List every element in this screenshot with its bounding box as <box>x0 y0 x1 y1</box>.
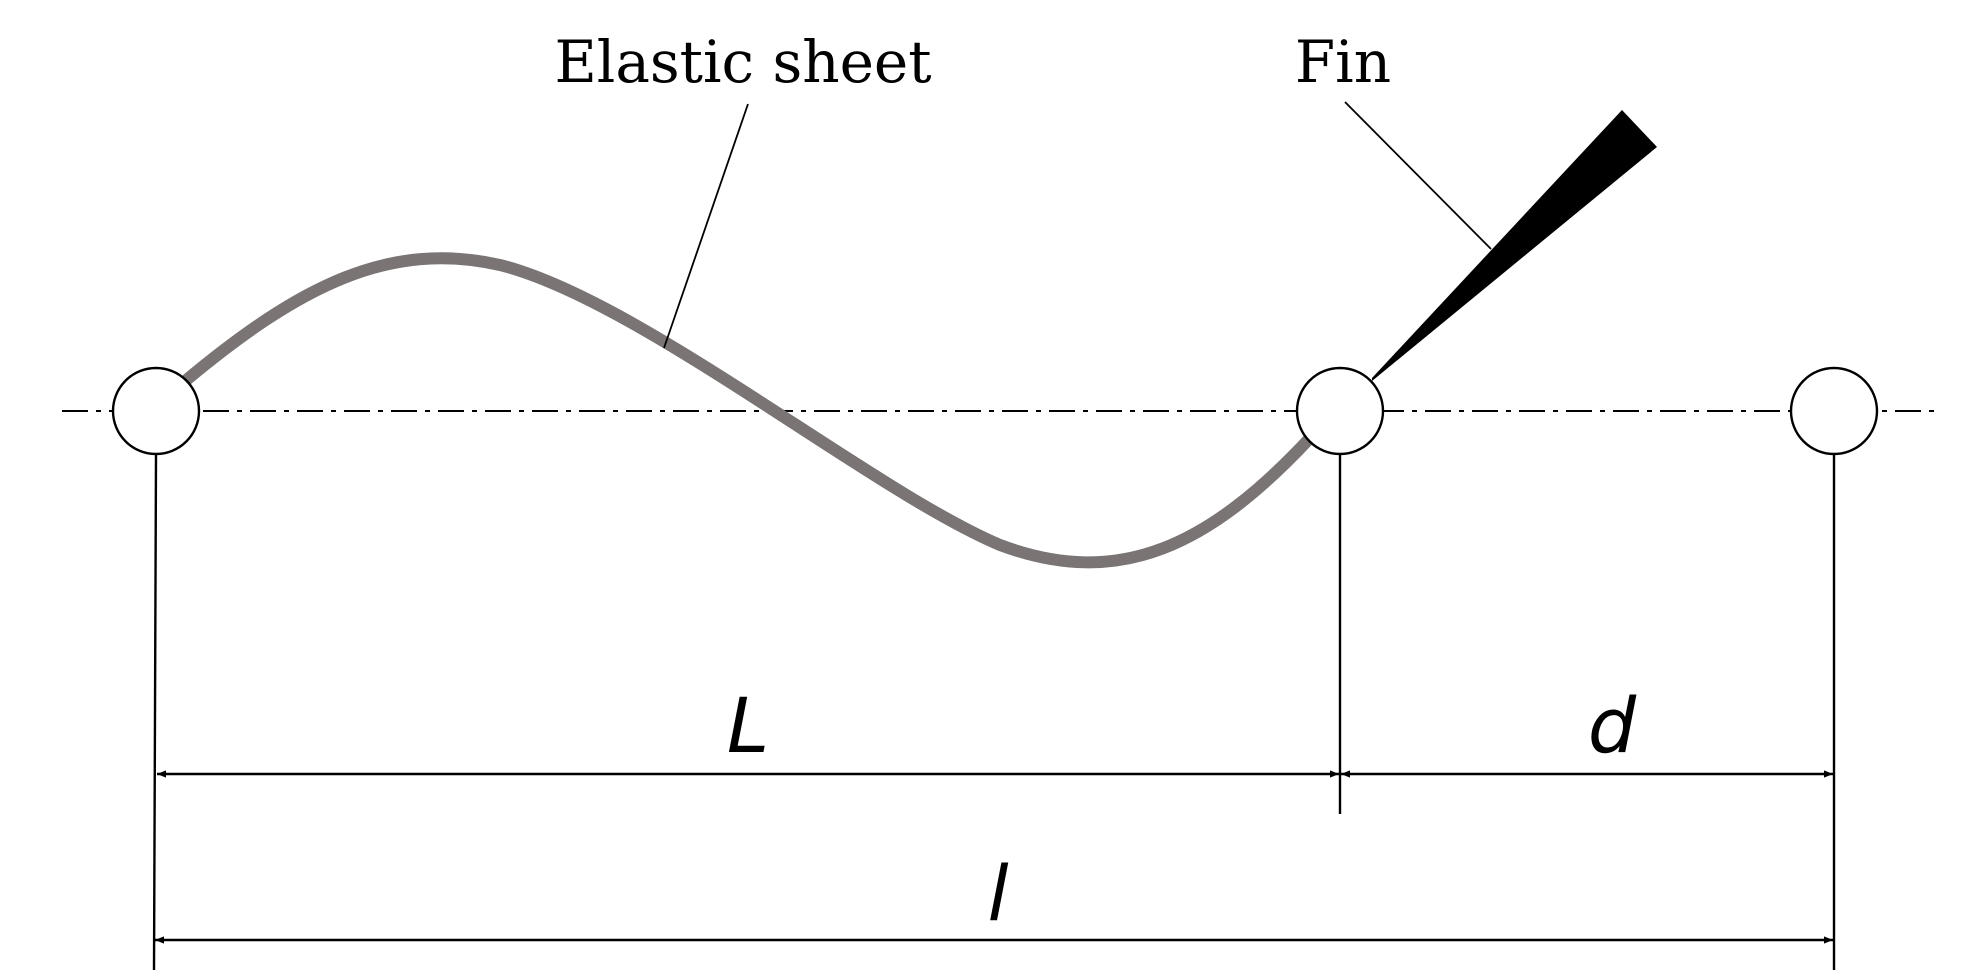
fin-label: Fin <box>1295 28 1391 96</box>
left-extension-line <box>152 454 158 971</box>
fin-shape <box>1372 110 1657 381</box>
elastic-sheet-curve <box>178 252 1316 569</box>
left-joint <box>111 366 201 456</box>
right-joint <box>1789 366 1879 456</box>
dimension-label-L: L <box>727 681 769 770</box>
dimension-label-d: d <box>1588 681 1637 770</box>
sheet-label: Elastic sheet <box>554 28 931 96</box>
sheet-leader-line <box>663 103 749 349</box>
middle-joint <box>1295 366 1385 456</box>
dimension-label-l: l <box>987 849 1008 938</box>
fin-leader-line <box>1344 101 1492 250</box>
